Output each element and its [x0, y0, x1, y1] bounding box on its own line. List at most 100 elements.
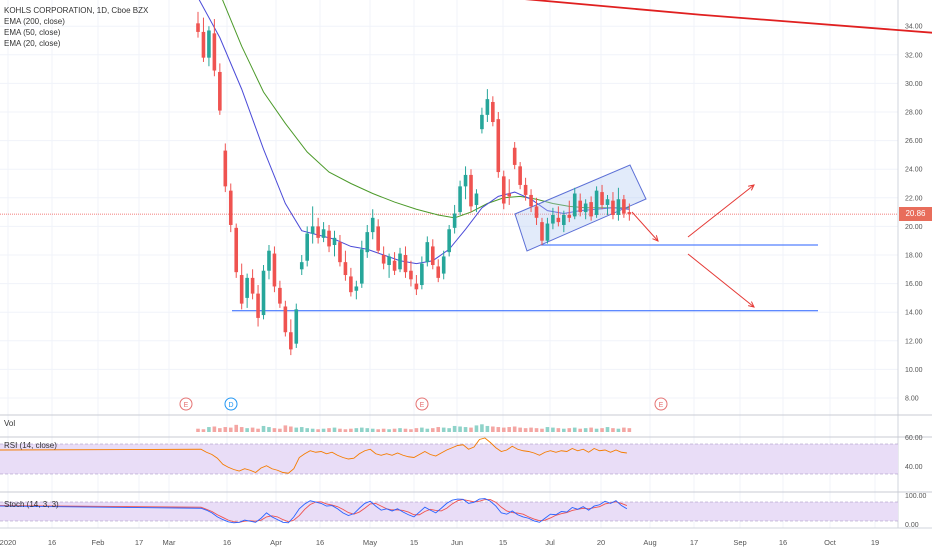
- time-tick-label: Aug: [643, 538, 656, 547]
- candle-body: [360, 249, 364, 284]
- arrow-short-down-head: [652, 235, 659, 242]
- candle-body: [387, 256, 391, 266]
- candle-body: [376, 226, 380, 251]
- volume-bar: [480, 424, 484, 432]
- event-marker-label: E: [420, 402, 425, 409]
- candle-body: [299, 262, 304, 270]
- event-marker-label: D: [228, 402, 233, 409]
- arrow-up-target: [687, 184, 755, 238]
- volume-bar: [223, 427, 228, 432]
- candle-body: [338, 242, 342, 263]
- candle-body: [491, 101, 495, 123]
- time-tick-label: Apr: [270, 538, 282, 547]
- candle-body: [572, 193, 577, 217]
- ema20-label[interactable]: EMA (20, close): [4, 39, 61, 48]
- time-tick-label: 2020: [0, 538, 16, 547]
- stoch-d-line: [0, 499, 628, 523]
- volume-bar: [409, 429, 413, 432]
- volume-bar: [496, 427, 501, 432]
- candle-body: [321, 229, 326, 238]
- volume-bar: [228, 427, 233, 432]
- candle-body: [398, 253, 402, 270]
- price-tick-label: 14.00: [905, 310, 923, 317]
- volume-bar: [381, 428, 386, 432]
- candle-body: [201, 31, 206, 58]
- time-tick-label: Mar: [163, 538, 176, 547]
- candle-body: [294, 309, 299, 344]
- volume-bar: [540, 428, 544, 432]
- volume-bar: [196, 428, 200, 432]
- dividend-marker: [224, 397, 238, 411]
- candle-body: [218, 71, 222, 111]
- candle-body: [458, 186, 462, 213]
- price-tick-label: 26.00: [905, 138, 923, 145]
- candle-body: [469, 174, 473, 207]
- rsi-pane-label[interactable]: RSI (14, close): [4, 441, 57, 450]
- candle-body: [534, 206, 539, 218]
- candle-body: [267, 250, 271, 271]
- time-tick-label: May: [363, 538, 377, 547]
- volume-bar: [398, 428, 402, 432]
- volume-bar: [616, 428, 621, 432]
- stoch-k-line: [0, 498, 628, 524]
- price-tick-label: 22.00: [905, 195, 923, 202]
- volume-bar: [305, 428, 309, 432]
- stoch-band: [0, 502, 898, 521]
- volume-bar: [310, 428, 315, 432]
- volume-bar: [392, 428, 397, 432]
- volume-bar: [436, 427, 441, 432]
- candle-body: [316, 226, 320, 238]
- candle-body: [343, 262, 348, 276]
- volume-bar: [332, 427, 337, 432]
- candle-body: [349, 276, 353, 293]
- arrow-down-target-head: [748, 301, 755, 308]
- candle-body: [305, 233, 309, 261]
- ema50-label[interactable]: EMA (50, close): [4, 28, 61, 37]
- ema200-label[interactable]: EMA (200, close): [4, 17, 65, 26]
- volume-bar: [239, 427, 244, 432]
- rsi-tick-label: 60.00: [905, 435, 923, 442]
- candle-body: [622, 199, 626, 214]
- stoch-tick-label: 100.00: [905, 493, 927, 500]
- volume-bar: [529, 427, 533, 432]
- volume-bar: [360, 427, 364, 432]
- candle-body: [485, 99, 490, 115]
- volume-bar: [278, 428, 282, 432]
- volume-pane-label[interactable]: Vol: [4, 419, 16, 428]
- volume-bar: [212, 426, 217, 432]
- candle-body: [589, 202, 593, 217]
- candle-body: [207, 30, 211, 58]
- candle-body: [414, 283, 419, 290]
- volume-bar: [425, 428, 430, 432]
- candle-body: [370, 217, 375, 233]
- time-tick-label: 16: [223, 538, 231, 547]
- candle-body: [430, 246, 435, 266]
- time-tick-label: Oct: [824, 538, 837, 547]
- volume-bar: [403, 428, 408, 432]
- time-tick-label: 20: [597, 538, 605, 547]
- stoch-pane-label[interactable]: Stoch (14, 3, 3): [4, 500, 59, 509]
- candle-body: [545, 223, 550, 241]
- time-tick-label: Feb: [92, 538, 105, 547]
- rsi-band: [0, 444, 898, 474]
- ema20-line: [198, 0, 630, 265]
- volume-bar: [354, 428, 359, 432]
- candle-body: [381, 255, 386, 264]
- candle-body: [365, 232, 370, 253]
- candle-body: [196, 23, 200, 32]
- candle-body: [627, 212, 632, 215]
- candle-body: [447, 229, 451, 253]
- volume-bar: [501, 427, 506, 432]
- candle-body: [463, 174, 468, 187]
- volume-bar: [234, 424, 239, 432]
- volume-bar: [376, 429, 380, 432]
- volume-bar: [218, 428, 222, 432]
- candle-body: [480, 114, 484, 130]
- time-tick-label: 17: [135, 538, 143, 547]
- volume-bar: [299, 427, 304, 432]
- volume-bar: [627, 428, 632, 432]
- candle-body: [518, 166, 522, 185]
- volume-bar: [294, 427, 299, 432]
- candle-body: [583, 203, 588, 213]
